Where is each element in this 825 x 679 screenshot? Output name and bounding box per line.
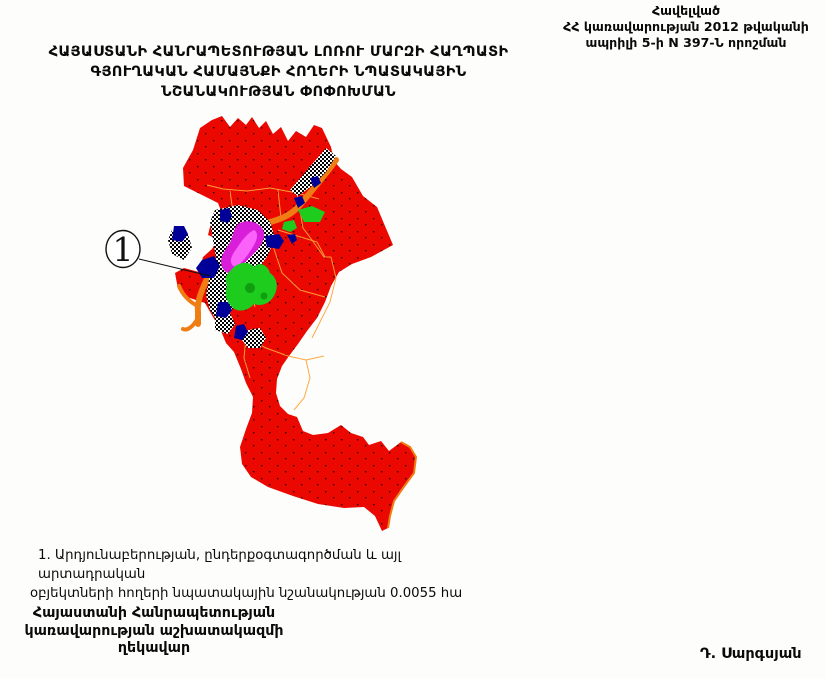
authority-line: Հայաստանի Հանրապետության xyxy=(32,605,276,621)
land-use-map: 1 xyxy=(98,110,528,540)
green-parcel-ne-small xyxy=(282,220,297,232)
note-line: օբյեկտների հողերի նպատակային նշանակությա… xyxy=(30,586,463,601)
green-parcel-ne xyxy=(298,206,325,222)
southeast-edge-orange xyxy=(387,441,418,529)
map-canvas: 1 xyxy=(105,116,418,531)
signing-authority: Հայաստանի Հանրապետության կառավարության ա… xyxy=(6,605,302,658)
authority-line: ղեկավար xyxy=(117,640,191,656)
title-line: ՆՇԱՆԱԿՈՒԹՅԱՆ ՓՈՓՈԽՄԱՆ xyxy=(161,83,396,100)
annex-reference: Հավելված ՀՀ կառավարության 2012 թվականի ա… xyxy=(550,3,822,51)
title-line: ԳՅՈՒՂԱԿԱՆ ՀԱՄԱՅՆՔԻ ՀՈՂԵՐԻ ՆՊԱՏԱԿԱՅԻՆ xyxy=(90,63,467,80)
green-parcel-spot xyxy=(245,283,255,293)
authority-line: կառավարության աշխատակազմի xyxy=(24,622,284,639)
callout-label: 1 xyxy=(113,230,134,269)
page-title: ՀԱՅԱՍՏԱՆԻ ՀԱՆՐԱՊԵՏՈՒԹՅԱՆ ԼՈՌՈՒ ՄԱՐԶԻ ՀԱՂ… xyxy=(26,42,531,102)
note-line: 1. Արդյունաբերության, ընդերքօգտագործման … xyxy=(38,548,402,582)
green-parcel-spot xyxy=(260,292,268,300)
land-dot-texture xyxy=(175,116,416,531)
annex-line: Հավելված xyxy=(651,3,721,18)
callout-circle xyxy=(105,229,141,269)
annex-line: ՀՀ կառավարության 2012 թվականի xyxy=(563,19,809,34)
annex-line: ապրիլի 5-ի N 397-Ն որոշման xyxy=(585,35,787,50)
magenta-parcel-light xyxy=(230,230,257,267)
map-note: 1. Արդյունաբերության, ընդերքօգտագործման … xyxy=(30,546,510,603)
callout-leader-line xyxy=(138,258,211,277)
road-corridor-west xyxy=(177,284,200,332)
navy-parcels xyxy=(172,176,321,340)
signature-name: Դ. Սարգսյան xyxy=(700,646,802,662)
title-line: ՀԱՅԱՍՏԱՆԻ ՀԱՆՐԱՊԵՏՈՒԹՅԱՆ ԼՈՌՈՒ ՄԱՐԶԻ ՀԱՂ… xyxy=(48,43,509,60)
